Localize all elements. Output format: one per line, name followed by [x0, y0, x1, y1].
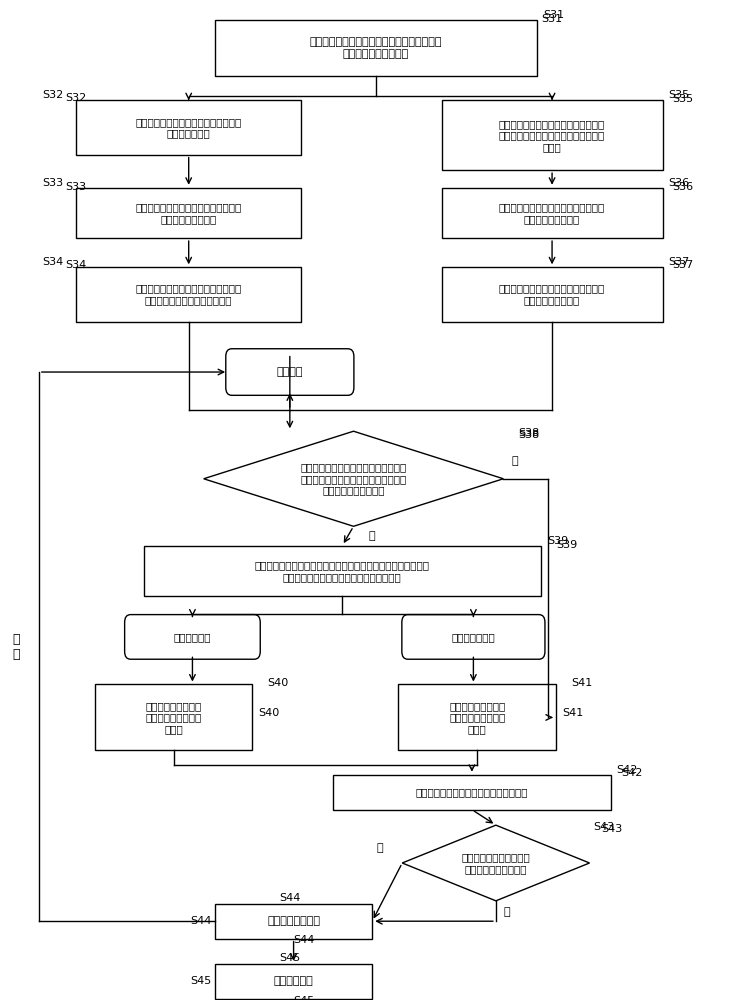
- Text: S39: S39: [547, 536, 568, 546]
- Text: S38: S38: [518, 428, 540, 438]
- FancyBboxPatch shape: [76, 267, 301, 322]
- Text: S44: S44: [279, 893, 301, 903]
- Text: 是: 是: [369, 531, 375, 541]
- Text: 确定目标行走方向: 确定目标行走方向: [267, 916, 320, 926]
- FancyBboxPatch shape: [441, 188, 663, 238]
- Text: 获取可穿戴设备中的惯性传感器检测到的人体
的指定部位的运动数据: 获取可穿戴设备中的惯性传感器检测到的人体 的指定部位的运动数据: [310, 37, 442, 59]
- FancyBboxPatch shape: [441, 100, 663, 170]
- Text: S36: S36: [672, 182, 693, 192]
- Text: S45: S45: [293, 996, 315, 1000]
- FancyBboxPatch shape: [76, 188, 301, 238]
- Text: 将当前姿态中的航向
角作为当前时刻的行
走方向: 将当前姿态中的航向 角作为当前时刻的行 走方向: [449, 701, 505, 734]
- Text: 通过滑窗获取当前时刻之前且与当前时
刻相邻的多个采集点一一对应的多帧运
动数据: 通过滑窗获取当前时刻之前且与当前时 刻相邻的多个采集点一一对应的多帧运 动数据: [499, 119, 605, 152]
- Text: S33: S33: [43, 178, 64, 188]
- Text: S31: S31: [541, 14, 562, 24]
- Text: 利用九轴融合算法，计算设备坐标系中
初始时刻的设备姿态: 利用九轴融合算法，计算设备坐标系中 初始时刻的设备姿态: [135, 202, 242, 224]
- Text: S34: S34: [65, 260, 86, 270]
- Text: 将初始时刻的设备姿态投影到全局坐标
系中，得到初始时刻的初始姿态: 将初始时刻的设备姿态投影到全局坐标 系中，得到初始时刻的初始姿态: [135, 284, 242, 305]
- Text: 更
新: 更 新: [13, 633, 20, 661]
- FancyBboxPatch shape: [215, 20, 537, 76]
- FancyBboxPatch shape: [95, 684, 253, 750]
- FancyBboxPatch shape: [441, 267, 663, 322]
- Text: S34: S34: [43, 257, 64, 267]
- Text: S40: S40: [268, 678, 289, 688]
- Text: S41: S41: [571, 678, 592, 688]
- Text: S45: S45: [190, 976, 211, 986]
- Text: 否: 否: [504, 907, 511, 917]
- Text: 将多帧运动数据输入预设分类模型，通过预设分类模型对人体的
头部是否发生转动进行分类，输出分类结果: 将多帧运动数据输入预设分类模型，通过预设分类模型对人体的 头部是否发生转动进行分…: [255, 560, 430, 582]
- Text: S33: S33: [65, 182, 86, 192]
- Text: S42: S42: [622, 768, 643, 778]
- Text: S39: S39: [556, 540, 577, 550]
- FancyBboxPatch shape: [144, 546, 541, 596]
- Text: S38: S38: [518, 430, 540, 440]
- Text: S44: S44: [293, 935, 315, 945]
- Text: 将上一时刻的行走方
向作为当前时刻的行
走方向: 将上一时刻的行走方 向作为当前时刻的行 走方向: [146, 701, 202, 734]
- Text: S43: S43: [601, 824, 622, 834]
- Text: 是: 是: [377, 843, 383, 853]
- Text: S37: S37: [672, 260, 693, 270]
- Text: S40: S40: [259, 708, 280, 718]
- Text: 根据卫星信息判断信号质
量是否大于预设质量？: 根据卫星信息判断信号质 量是否大于预设质量？: [462, 852, 530, 874]
- Text: S32: S32: [65, 93, 86, 103]
- FancyBboxPatch shape: [402, 615, 545, 659]
- FancyBboxPatch shape: [333, 775, 611, 810]
- Text: S45: S45: [279, 953, 301, 963]
- Text: 获取全球卫星导航芯片检测到的卫星信息: 获取全球卫星导航芯片检测到的卫星信息: [416, 787, 528, 797]
- Text: 头部未发生转动: 头部未发生转动: [451, 632, 496, 642]
- FancyBboxPatch shape: [76, 100, 301, 155]
- FancyBboxPatch shape: [215, 964, 372, 999]
- Text: 头部发生转动: 头部发生转动: [174, 632, 211, 642]
- FancyBboxPatch shape: [125, 615, 260, 659]
- Text: S43: S43: [593, 822, 614, 832]
- Text: S35: S35: [672, 94, 693, 104]
- FancyBboxPatch shape: [215, 904, 372, 939]
- Text: S37: S37: [669, 257, 690, 267]
- Text: S31: S31: [543, 10, 564, 20]
- Text: 确定目标信息: 确定目标信息: [274, 976, 314, 986]
- Text: 将当前时刻的设备姿态投影到全局坐标
系中，得到当前姿态: 将当前时刻的设备姿态投影到全局坐标 系中，得到当前姿态: [499, 284, 605, 305]
- Text: 朝前姿态: 朝前姿态: [277, 367, 303, 377]
- Text: 利用九轴融合算法，计算设备坐标系中
当前时刻的设备姿态: 利用九轴融合算法，计算设备坐标系中 当前时刻的设备姿态: [499, 202, 605, 224]
- Text: 判断当前时刻的上一时刻的行走方向与
当前姿态中的航向角之间的差值的绝对
值是否在预设范围内？: 判断当前时刻的上一时刻的行走方向与 当前姿态中的航向角之间的差值的绝对 值是否在…: [300, 462, 407, 495]
- Text: S42: S42: [617, 765, 638, 775]
- Text: 对在人体佩戴可穿戴设备后的多帧初始
运动数据取均值: 对在人体佩戴可穿戴设备后的多帧初始 运动数据取均值: [135, 117, 242, 138]
- Text: S32: S32: [43, 90, 64, 100]
- FancyBboxPatch shape: [399, 684, 556, 750]
- Text: S36: S36: [669, 178, 690, 188]
- Text: S35: S35: [669, 90, 690, 100]
- Text: 否: 否: [511, 456, 518, 466]
- Text: S41: S41: [562, 708, 583, 718]
- Polygon shape: [402, 825, 590, 901]
- FancyBboxPatch shape: [226, 349, 354, 395]
- Text: S44: S44: [190, 916, 211, 926]
- Polygon shape: [204, 431, 503, 526]
